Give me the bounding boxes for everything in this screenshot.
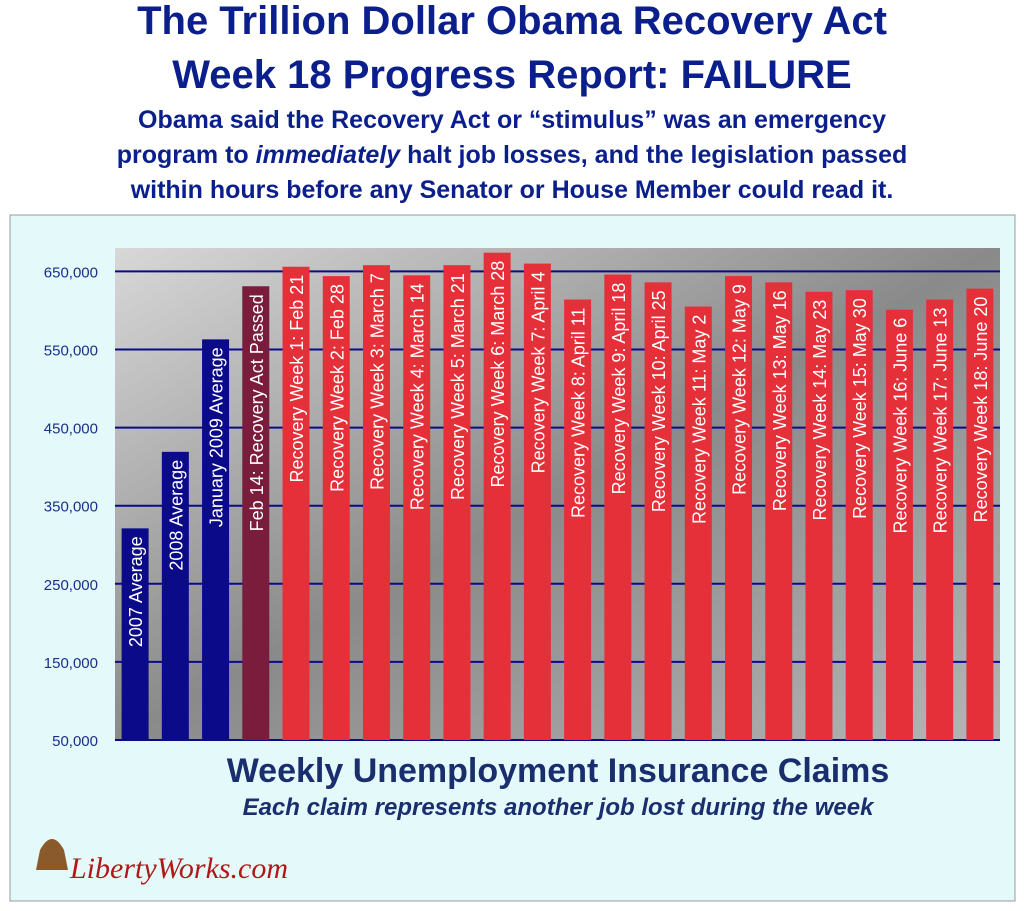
bar-label: Feb 14: Recovery Act Passed xyxy=(247,294,267,531)
title-line: The Trillion Dollar Obama Recovery Act xyxy=(137,0,887,43)
y-tick-label: 550,000 xyxy=(44,343,98,360)
bar-label: Recovery Week 12: May 9 xyxy=(730,284,750,495)
bar-label: Recovery Week 4: March 14 xyxy=(408,283,428,510)
y-tick-label: 650,000 xyxy=(44,264,98,281)
title-line: Week 18 Progress Report: FAILURE xyxy=(172,53,851,97)
bar-label: Recovery Week 11: May 2 xyxy=(689,315,709,524)
caption: Weekly Unemployment Insurance Claims xyxy=(227,752,890,790)
subtitle-part: program to xyxy=(117,141,256,169)
titles: The Trillion Dollar Obama Recovery Act W… xyxy=(117,0,908,204)
bar xyxy=(765,282,793,740)
bar-label: Recovery Week 5: March 21 xyxy=(448,273,468,500)
bar-label: Recovery Week 1: Feb 21 xyxy=(287,275,307,483)
bar-label: Recovery Week 2: Feb 28 xyxy=(327,284,347,492)
bar xyxy=(885,309,913,740)
bar xyxy=(926,299,954,740)
bar-label: January 2009 Average xyxy=(207,347,227,527)
y-tick-label: 150,000 xyxy=(44,655,98,672)
bar xyxy=(523,263,551,740)
y-tick-label: 350,000 xyxy=(44,499,98,516)
bar xyxy=(443,265,471,740)
bar xyxy=(483,252,511,740)
bell-icon xyxy=(36,839,68,870)
source: LibertyWorks.com xyxy=(69,852,288,885)
subtitle-part: within hours before any Senator or House… xyxy=(130,176,894,204)
bar-label: Recovery Week 6: March 28 xyxy=(488,261,508,488)
bar xyxy=(644,282,672,740)
y-tick-label: 450,000 xyxy=(44,421,98,438)
bar-label: Recovery Week 3: March 7 xyxy=(367,273,387,490)
bar-label: Recovery Week 13: May 16 xyxy=(770,290,790,511)
bar xyxy=(202,339,230,740)
bar xyxy=(564,299,592,740)
bar-label: 2008 Average xyxy=(166,460,186,571)
bar xyxy=(242,286,270,740)
bar-label: Recovery Week 14: May 23 xyxy=(810,300,830,521)
y-tick-label: 250,000 xyxy=(44,577,98,594)
bar xyxy=(966,288,994,740)
logo: LibertyWorks.com xyxy=(36,839,288,885)
bar xyxy=(805,291,833,740)
subtitle-line: program to immediately halt job losses, … xyxy=(117,141,908,169)
bar-label: Recovery Week 15: May 30 xyxy=(850,298,870,519)
bars: 2007 Average 2008 Average January 2009 Ave… xyxy=(121,252,994,740)
bar-label: 2007 Average xyxy=(126,536,146,647)
bar xyxy=(121,528,149,740)
bar-label: Recovery Week 10: April 25 xyxy=(649,290,669,512)
subtitle-part: Obama said the Recovery Act or “stimulus… xyxy=(138,106,886,134)
bar-label: Recovery Week 8: April 11 xyxy=(569,308,589,518)
bar xyxy=(684,306,712,740)
bar xyxy=(362,265,390,740)
subtitle-line: Obama said the Recovery Act or “stimulus… xyxy=(138,106,886,134)
bar xyxy=(604,274,632,740)
subcaption: Each claim represents another job lost d… xyxy=(243,794,875,821)
bar xyxy=(725,276,753,740)
bar xyxy=(322,276,350,740)
bar xyxy=(161,451,189,740)
bar xyxy=(845,290,873,740)
bar-label: Recovery Week 7: April 4 xyxy=(528,272,548,474)
subtitle-emphasis: immediately xyxy=(256,141,402,169)
y-tick-label: 50,000 xyxy=(52,733,98,750)
subtitle-line: within hours before any Senator or House… xyxy=(130,176,894,204)
bar-label: Recovery Week 9: April 18 xyxy=(609,283,629,495)
bar xyxy=(282,266,310,740)
subtitle-part: halt job losses, and the legislation pas… xyxy=(400,141,907,169)
bar xyxy=(403,275,431,740)
bar-label: Recovery Week 18: June 20 xyxy=(971,297,991,523)
bar-label: Recovery Week 16: June 6 xyxy=(890,318,910,534)
bar-label: Recovery Week 17: June 13 xyxy=(931,308,951,534)
